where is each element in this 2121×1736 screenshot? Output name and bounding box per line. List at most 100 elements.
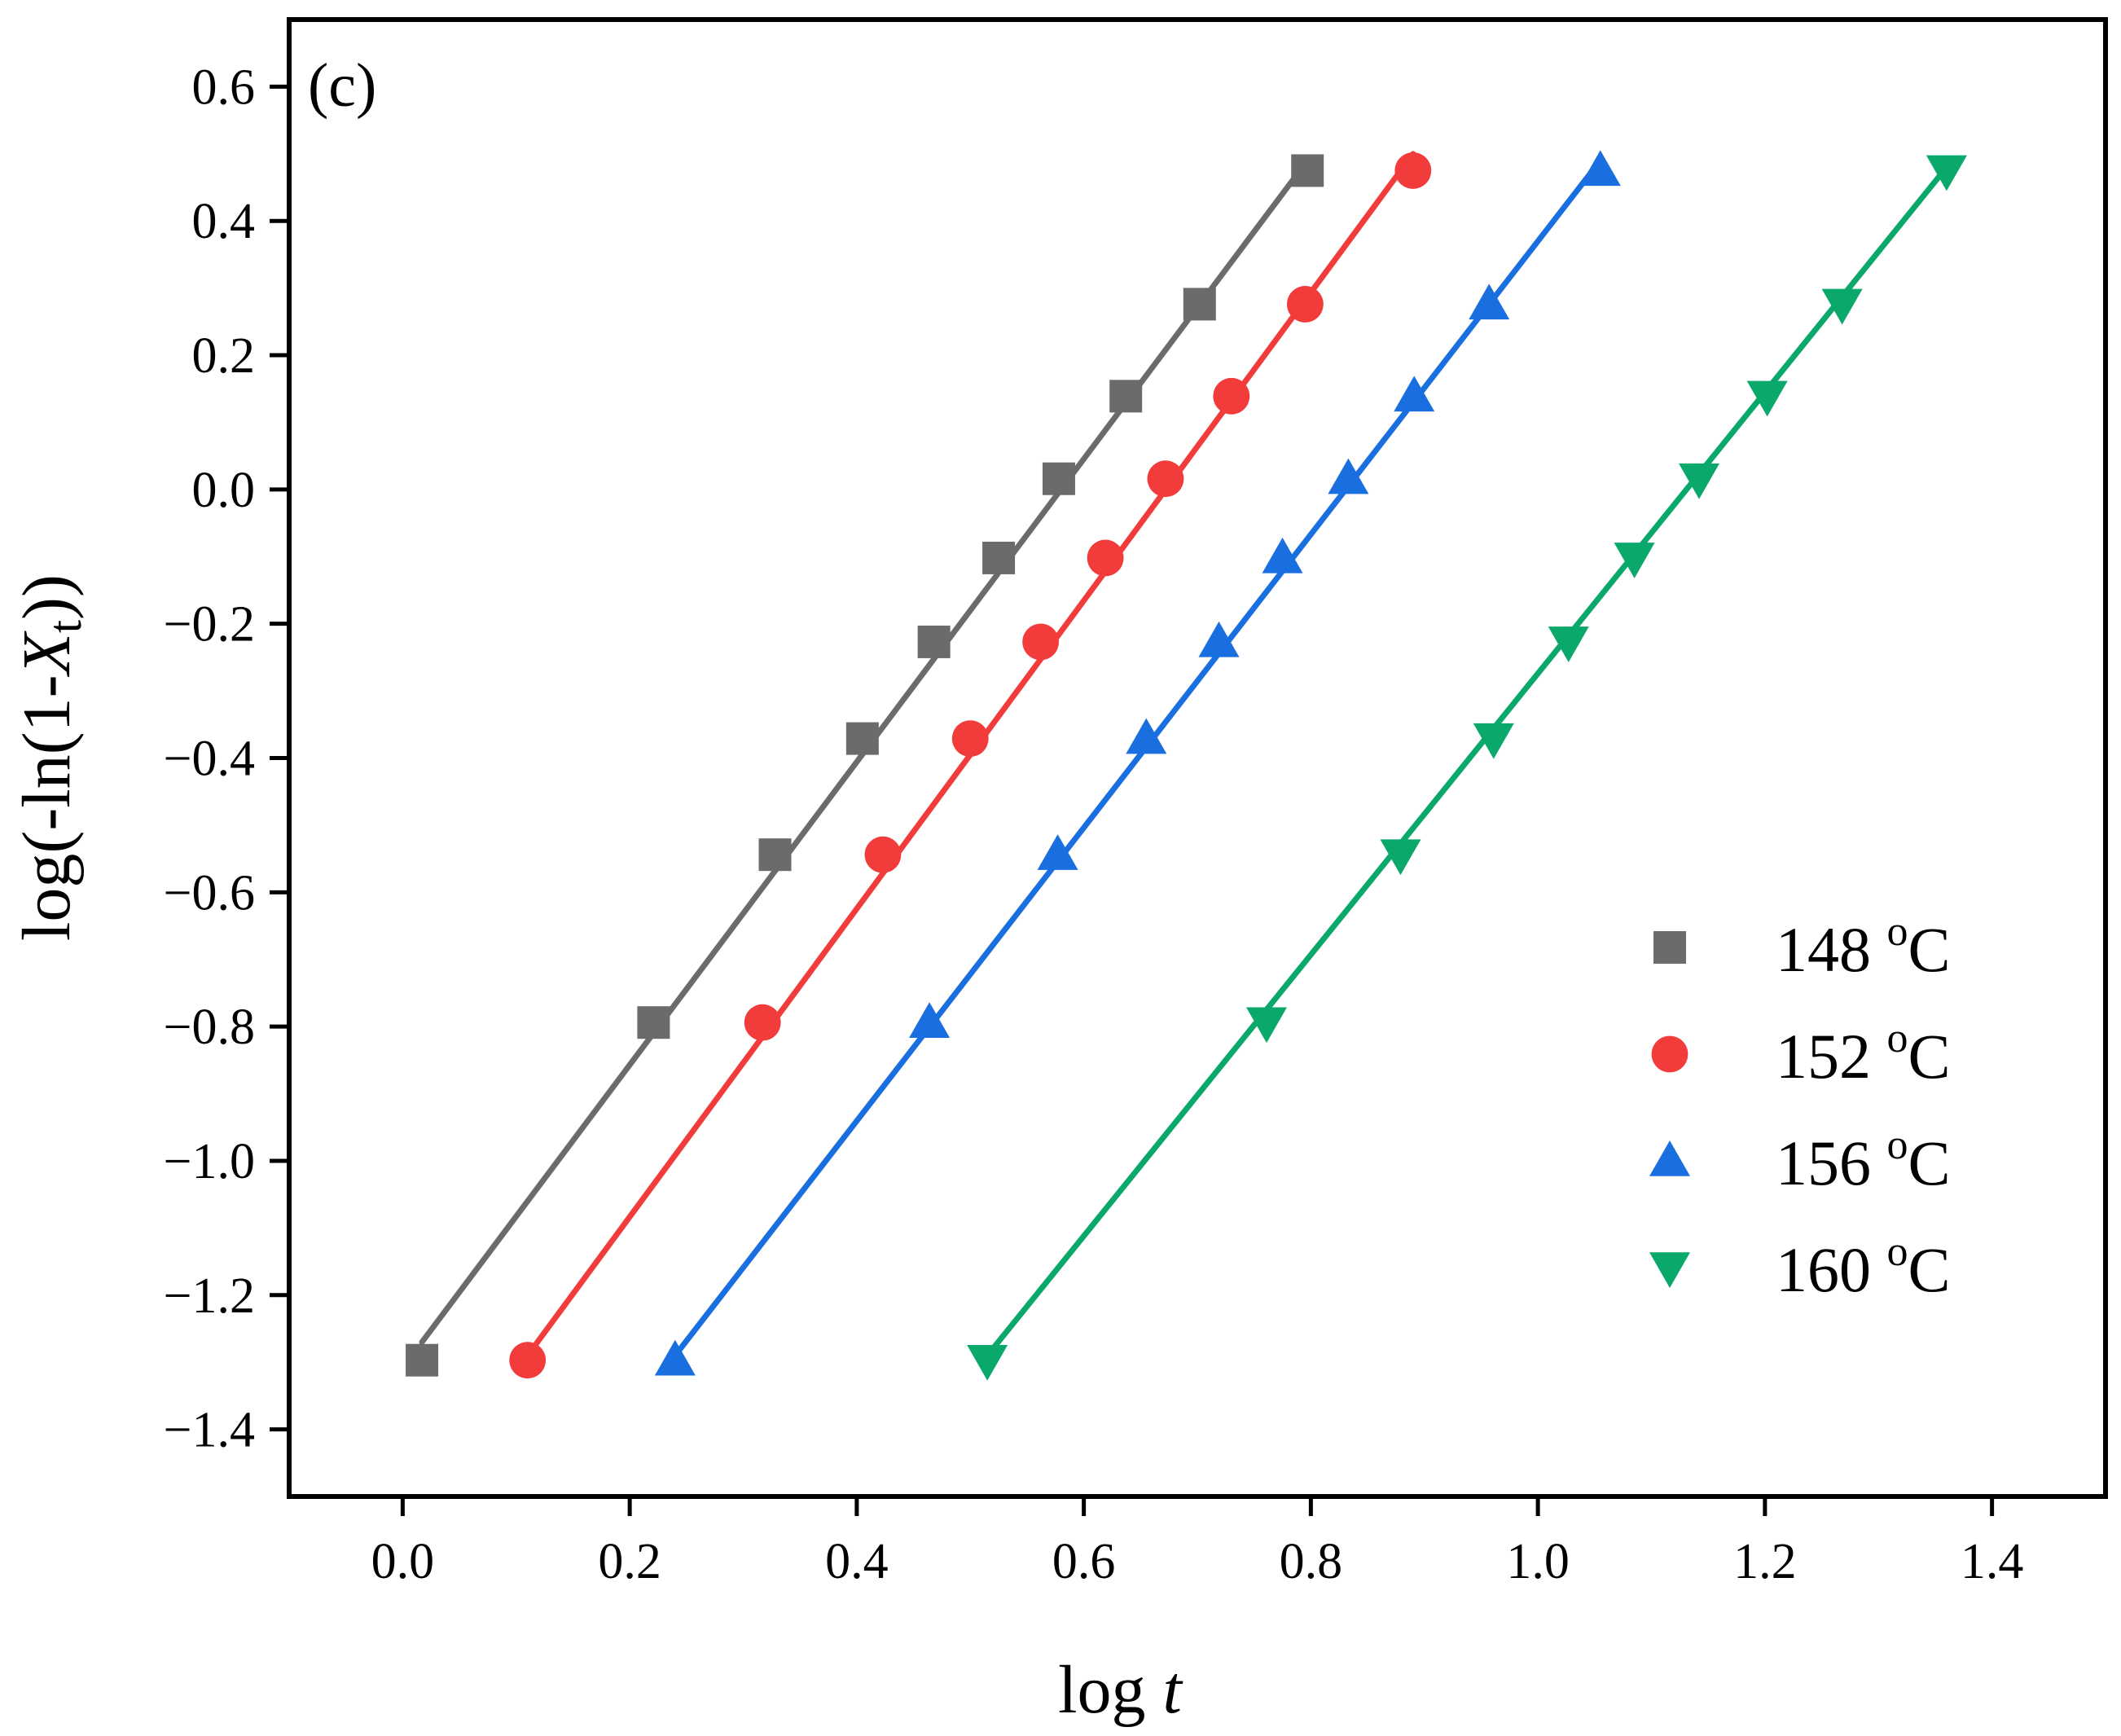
fit-line <box>672 157 1604 1359</box>
data-point <box>1291 154 1324 187</box>
data-point <box>406 1343 439 1377</box>
y-tick-label: −0.6 <box>164 865 255 921</box>
data-point <box>1183 288 1216 321</box>
y-axis: 0.6 0.4 0.2 0.0 −0.2 −0.4 −0.6 −0.8 −1.0 −1.2 −1.4 <box>164 59 289 1458</box>
legend-marker <box>1649 1140 1690 1176</box>
data-point <box>864 836 902 873</box>
x-tick-label: 0.2 <box>598 1534 661 1589</box>
x-tick-label: 0.0 <box>371 1534 435 1589</box>
legend-label-unit: C <box>1908 1021 1951 1092</box>
y-axis-title-suffix: )) <box>9 574 85 620</box>
y-tick-label: −0.2 <box>164 597 255 653</box>
legend-label-unit: C <box>1908 1234 1951 1305</box>
data-point <box>1126 718 1167 754</box>
data-point <box>1109 380 1143 413</box>
data-point <box>1821 288 1863 325</box>
plot-area <box>406 150 1967 1381</box>
panel-label: (c) <box>308 51 376 120</box>
x-axis-title-prefix: log <box>1058 1652 1162 1728</box>
y-axis-title-prefix: log(-ln(1- <box>9 675 85 941</box>
legend-label-unit: C <box>1908 914 1951 985</box>
y-tick-label: −1.0 <box>164 1134 255 1189</box>
data-point <box>1579 150 1621 187</box>
legend-label-number: 152 <box>1776 1021 1887 1092</box>
data-point <box>909 1002 951 1038</box>
data-point <box>1213 377 1250 415</box>
legend-label-degree: o <box>1887 1122 1908 1168</box>
data-point <box>1469 283 1510 320</box>
data-point <box>637 1006 670 1039</box>
legend-marker <box>1653 931 1686 964</box>
series-3 <box>967 155 1967 1381</box>
data-point <box>845 722 879 755</box>
y-tick-label: 0.4 <box>192 194 256 249</box>
legend-label: 156 oC <box>1776 1122 1951 1198</box>
x-axis-title: log t <box>1058 1652 1183 1728</box>
legend-label-number: 156 <box>1776 1127 1887 1198</box>
legend-label-unit: C <box>1908 1127 1951 1198</box>
legend-label-degree: o <box>1887 1228 1908 1275</box>
y-tick-label: −0.8 <box>164 1000 255 1055</box>
y-tick-label: −1.2 <box>164 1268 255 1324</box>
x-tick-label: 0.8 <box>1280 1534 1343 1589</box>
data-point <box>1328 458 1369 494</box>
y-axis-title-var: X <box>9 630 85 677</box>
data-point <box>1087 539 1124 577</box>
data-point <box>509 1342 547 1379</box>
x-tick-label: 0.6 <box>1052 1534 1116 1589</box>
data-point <box>1198 621 1240 657</box>
data-point <box>1042 462 1075 495</box>
data-point <box>1679 463 1720 499</box>
data-point <box>1262 537 1303 574</box>
data-point <box>1926 155 1967 191</box>
series-0 <box>406 154 1324 1377</box>
data-point <box>917 625 951 658</box>
x-tick-label: 1.2 <box>1733 1534 1797 1589</box>
legend-item: 152 oC <box>1651 1015 1951 1092</box>
y-tick-label: −0.4 <box>164 732 255 787</box>
legend-label-degree: o <box>1887 1015 1908 1061</box>
fit-line <box>984 164 1950 1359</box>
x-axis-title-var: t <box>1163 1652 1184 1728</box>
data-point <box>1037 834 1078 870</box>
legend-label-degree: o <box>1887 908 1908 955</box>
series-1 <box>509 151 1432 1379</box>
data-point <box>1022 623 1060 661</box>
legend-label: 152 oC <box>1776 1015 1951 1092</box>
y-axis-title-sub: t <box>38 620 91 633</box>
legend-label-number: 148 <box>1776 914 1887 985</box>
data-point <box>1287 286 1324 323</box>
y-tick-label: 0.0 <box>192 463 256 518</box>
data-point <box>1246 1007 1288 1044</box>
data-point <box>1147 460 1184 498</box>
y-tick-label: −1.4 <box>164 1403 255 1458</box>
legend-marker <box>1649 1252 1690 1288</box>
data-point <box>967 1344 1008 1381</box>
y-tick-label: 0.6 <box>192 59 256 115</box>
legend-label: 160 oC <box>1776 1228 1951 1305</box>
data-point <box>1380 839 1421 876</box>
data-point <box>1614 543 1655 578</box>
legend-label-number: 160 <box>1776 1234 1887 1305</box>
series-2 <box>654 150 1621 1376</box>
legend-item: 156 oC <box>1649 1122 1951 1198</box>
data-point <box>1548 626 1589 662</box>
x-tick-label: 1.0 <box>1506 1534 1570 1589</box>
x-axis: 0.0 0.2 0.4 0.6 0.8 1.0 1.2 1.4 <box>371 1496 2024 1589</box>
y-axis-title: log(-ln(1-Xt)) <box>9 574 91 941</box>
data-point <box>1473 723 1514 759</box>
x-tick-label: 1.4 <box>1961 1534 2024 1589</box>
y-tick-label: 0.2 <box>192 328 256 384</box>
data-point <box>951 720 989 758</box>
legend-label: 148 oC <box>1776 908 1951 985</box>
data-point <box>744 1004 781 1041</box>
legend-item: 160 oC <box>1649 1228 1951 1305</box>
data-point <box>1394 376 1435 412</box>
data-point <box>654 1339 696 1376</box>
legend-item: 148 oC <box>1653 908 1951 985</box>
x-tick-label: 0.4 <box>825 1534 889 1589</box>
data-point <box>982 541 1016 574</box>
data-point <box>1394 152 1432 189</box>
